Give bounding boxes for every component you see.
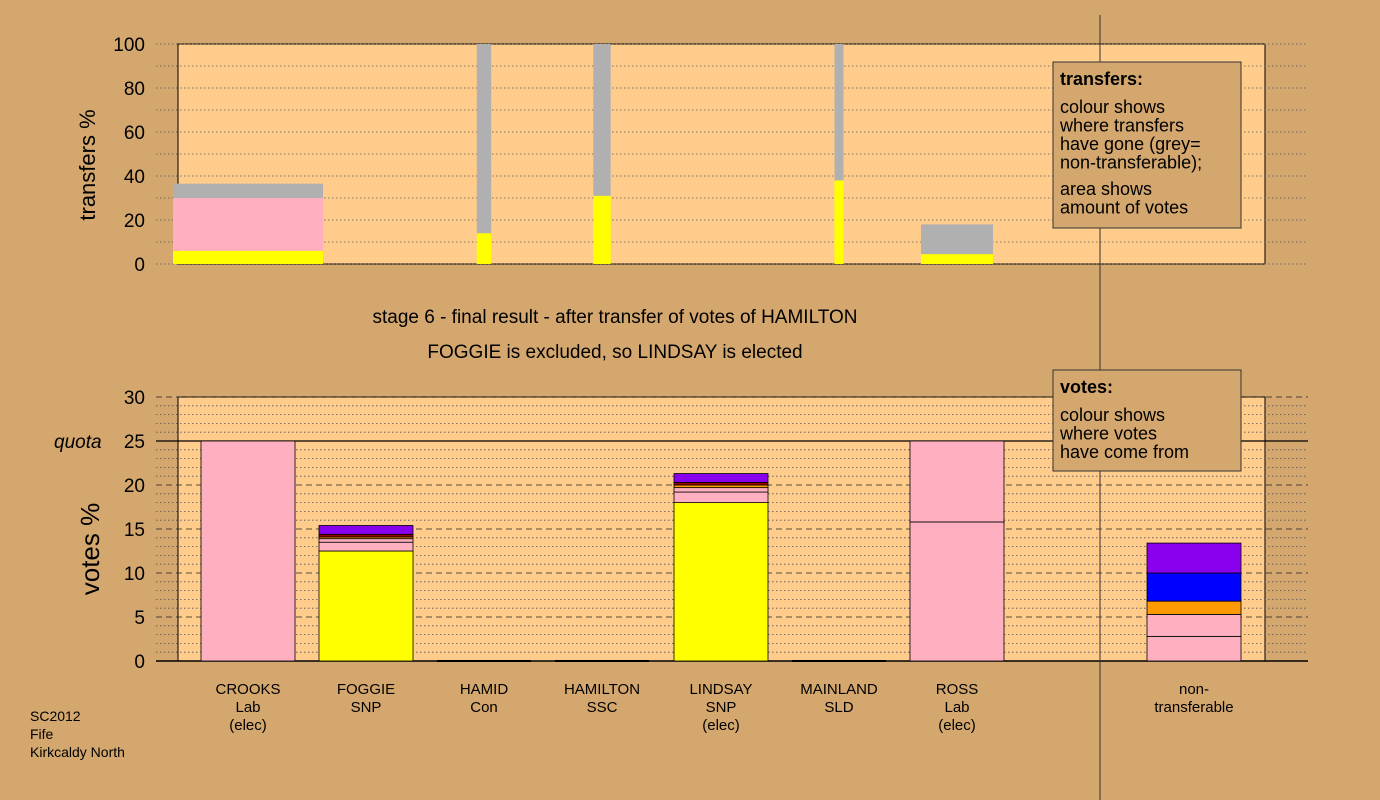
- vote-segment-lindsay-purple: [673, 473, 769, 483]
- transfers-y-tick-label: 40: [124, 167, 145, 188]
- votes-legend-text: have come from: [1060, 442, 1189, 462]
- chart-title-line1: stage 6 - final result - after transfer …: [372, 307, 857, 328]
- votes-y-tick-label: 5: [134, 608, 145, 629]
- candidate-label-ross: ROSS: [936, 681, 979, 698]
- vote-segment-foggie-pink: [318, 538, 414, 543]
- chart-title-line2: FOGGIE is excluded, so LINDSAY is electe…: [427, 342, 802, 363]
- transfers-legend-text: have gone (grey=: [1060, 134, 1201, 154]
- transfers-legend-text: where transfers: [1059, 116, 1184, 136]
- vote-segment-non-transferable-blue: [1146, 572, 1242, 602]
- votes-y-tick-label: 15: [124, 520, 145, 541]
- footer-line-3: Kirkcaldy North: [30, 744, 125, 760]
- transfers-legend-text: area shows: [1060, 179, 1152, 199]
- footer-line-1: SC2012: [30, 708, 81, 724]
- transfers-legend-text: amount of votes: [1060, 198, 1188, 218]
- vote-segment-lindsay-pink: [673, 487, 769, 493]
- votes-y-tick-label: 10: [124, 564, 145, 585]
- votes-y-tick-label: 0: [134, 652, 145, 673]
- transfers-y-tick-label: 100: [113, 35, 145, 56]
- transfer-segment-ross-grey: [921, 224, 993, 255]
- candidate-label-lindsay: SNP: [706, 699, 737, 716]
- transfers-legend-text: non-transferable);: [1060, 153, 1202, 173]
- votes-legend-title: votes:: [1060, 377, 1113, 397]
- vote-segment-non-transferable-purple: [1146, 542, 1242, 574]
- transfer-segment-hamilton-yellow: [593, 195, 611, 264]
- vote-segment-non-transferable-pink: [1146, 613, 1242, 637]
- candidate-label-ross: (elec): [938, 717, 976, 734]
- transfer-segment-hamilton-grey: [593, 44, 611, 196]
- candidate-label-crooks: CROOKS: [215, 681, 280, 698]
- candidate-label-hamilton: SSC: [587, 699, 618, 716]
- transfers-y-axis-label: transfers %: [75, 109, 100, 220]
- votes-legend-text: where votes: [1059, 424, 1157, 444]
- transfers-y-tick-label: 20: [124, 211, 145, 232]
- votes-y-axis-label: votes %: [75, 503, 105, 596]
- transfer-segment-mainland-yellow: [834, 180, 844, 264]
- votes-legend-box: [1052, 369, 1242, 472]
- candidate-label-non-transferable: transferable: [1154, 699, 1233, 716]
- candidate-label-non-transferable: non-: [1179, 681, 1209, 698]
- votes-y-tick-label: 20: [124, 476, 145, 497]
- candidate-label-foggie: FOGGIE: [337, 681, 395, 698]
- quota-label: quota: [54, 432, 102, 453]
- vote-segment-foggie-yellow: [318, 550, 414, 662]
- candidate-label-lindsay: LINDSAY: [689, 681, 752, 698]
- transfers-legend-box: [1052, 61, 1242, 229]
- transfer-segment-crooks-yellow: [173, 250, 323, 264]
- candidate-label-hamid: HAMID: [460, 681, 509, 698]
- candidate-label-mainland: SLD: [824, 699, 853, 716]
- vote-segment-lindsay-pink: [673, 491, 769, 504]
- vote-segment-foggie-pink: [318, 541, 414, 552]
- transfer-segment-hamid-grey: [476, 44, 492, 234]
- vote-segment-lindsay-yellow: [673, 502, 769, 662]
- transfers-legend-text: colour shows: [1060, 97, 1165, 117]
- transfer-segment-crooks-grey: [173, 183, 323, 198]
- candidate-label-crooks: (elec): [229, 717, 267, 734]
- vote-segment-foggie-purple: [318, 525, 414, 535]
- candidate-label-hamilton: HAMILTON: [564, 681, 640, 698]
- vote-segment-non-transferable-pink: [1146, 635, 1242, 662]
- footer-line-2: Fife: [30, 726, 54, 742]
- transfers-y-tick-label: 60: [124, 123, 145, 144]
- transfer-segment-ross-yellow: [921, 254, 993, 264]
- vote-segment-crooks-pink: [200, 440, 296, 662]
- transfer-segment-crooks-pink: [173, 198, 323, 251]
- vote-segment-non-transferable-orange: [1146, 600, 1242, 615]
- transfer-segment-hamid-yellow: [476, 233, 492, 264]
- candidate-label-lindsay: (elec): [702, 717, 740, 734]
- candidate-label-mainland: MAINLAND: [800, 681, 878, 698]
- candidate-label-foggie: SNP: [351, 699, 382, 716]
- candidate-label-crooks: Lab: [235, 699, 260, 716]
- votes-y-tick-label: 30: [124, 388, 145, 409]
- transfers-y-tick-label: 80: [124, 79, 145, 100]
- transfers-y-tick-label: 0: [134, 255, 145, 276]
- votes-legend-text: colour shows: [1060, 405, 1165, 425]
- candidate-label-hamid: Con: [470, 699, 498, 716]
- transfer-segment-mainland-grey: [834, 44, 844, 181]
- candidate-label-ross: Lab: [944, 699, 969, 716]
- vote-segment-ross-pink: [909, 440, 1005, 523]
- transfers-legend-title: transfers:: [1060, 69, 1143, 89]
- votes-y-tick-label: 25: [124, 432, 145, 453]
- vote-segment-ross-pink: [909, 521, 1005, 662]
